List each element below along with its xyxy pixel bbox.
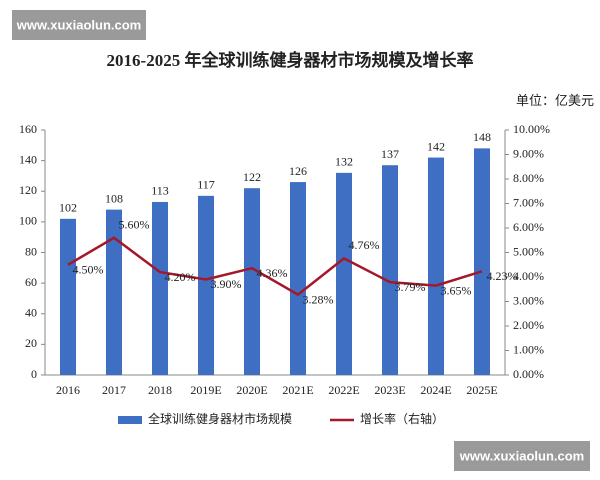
x-tick-label: 2020E [236, 383, 267, 397]
x-tick-label: 2024E [420, 383, 451, 397]
bar [60, 218, 76, 375]
bar-value-label: 102 [59, 201, 77, 215]
y2-tick-label: 5.00% [513, 244, 544, 258]
line-value-label: 3.90% [211, 277, 242, 291]
y-tick-label: 120 [19, 183, 37, 197]
y2-tick-label: 6.00% [513, 220, 544, 234]
line-value-label: 4.20% [165, 270, 196, 284]
bar-value-label: 113 [151, 184, 169, 198]
line-value-label: 4.50% [73, 263, 104, 277]
watermark: www.xuxiaolun.com [459, 448, 584, 463]
bar-value-label: 126 [289, 164, 307, 178]
y2-tick-label: 1.00% [513, 342, 544, 356]
bar-value-label: 117 [197, 178, 215, 192]
y-tick-label: 60 [25, 275, 37, 289]
x-tick-label: 2022E [328, 383, 359, 397]
line-value-label: 5.60% [119, 218, 150, 232]
bar-value-label: 148 [473, 130, 491, 144]
bar [290, 182, 306, 375]
y2-tick-label: 4.00% [513, 269, 544, 283]
line [67, 236, 483, 297]
bar [474, 148, 490, 375]
chart-title: 2016-2025 年全球训练健身器材市场规模及增长率 [107, 50, 474, 70]
y-tick-label: 100 [19, 214, 37, 228]
y2-tick-label: 2.00% [513, 318, 544, 332]
bar [198, 195, 214, 375]
x-tick-label: 2017 [102, 383, 126, 397]
line-value-label: 4.76% [349, 238, 380, 252]
y2-tick-label: 9.00% [513, 146, 544, 160]
y-tick-label: 80 [25, 244, 37, 258]
bar-value-label: 132 [335, 155, 353, 169]
x-tick-label: 2019E [190, 383, 221, 397]
x-tick-label: 2018 [148, 383, 172, 397]
watermark-box [454, 441, 590, 471]
y2-tick-label: 10.00% [513, 122, 550, 136]
x-tick-label: 2023E [374, 383, 405, 397]
unit-label: 单位：亿美元 [516, 93, 594, 108]
bar [382, 165, 398, 375]
bar-value-label: 142 [427, 139, 445, 153]
legend-swatch [118, 416, 142, 424]
bar [106, 209, 122, 375]
legend-label: 增长率（右轴） [360, 411, 444, 426]
line-value-label: 4.23% [487, 269, 518, 283]
watermark: www.xuxiaolun.com [16, 17, 141, 32]
y2-tick-label: 3.00% [513, 293, 544, 307]
line-value-label: 3.28% [303, 292, 334, 306]
line-value-label: 3.79% [395, 280, 426, 294]
y-tick-label: 140 [19, 152, 37, 166]
y2-tick-label: 7.00% [513, 195, 544, 209]
line-value-label: 3.65% [441, 283, 472, 297]
y-tick-label: 40 [25, 306, 37, 320]
bar-value-label: 122 [243, 170, 261, 184]
x-tick-label: 2016 [56, 383, 80, 397]
line-value-label: 4.36% [257, 266, 288, 280]
y2-tick-label: 8.00% [513, 171, 544, 185]
bar-value-label: 137 [381, 147, 399, 161]
x-tick-label: 2025E [466, 383, 497, 397]
y-tick-label: 160 [19, 122, 37, 136]
y-tick-label: 0 [31, 367, 37, 381]
bar [244, 188, 260, 375]
legend-label: 全球训练健身器材市场规模 [148, 411, 292, 426]
bar-value-label: 108 [105, 191, 123, 205]
y-tick-label: 20 [25, 336, 37, 350]
y2-tick-label: 0.00% [513, 367, 544, 381]
x-tick-label: 2021E [282, 383, 313, 397]
bar [428, 157, 444, 375]
watermark-box [12, 10, 146, 40]
bar [336, 172, 352, 375]
bar [152, 201, 168, 375]
